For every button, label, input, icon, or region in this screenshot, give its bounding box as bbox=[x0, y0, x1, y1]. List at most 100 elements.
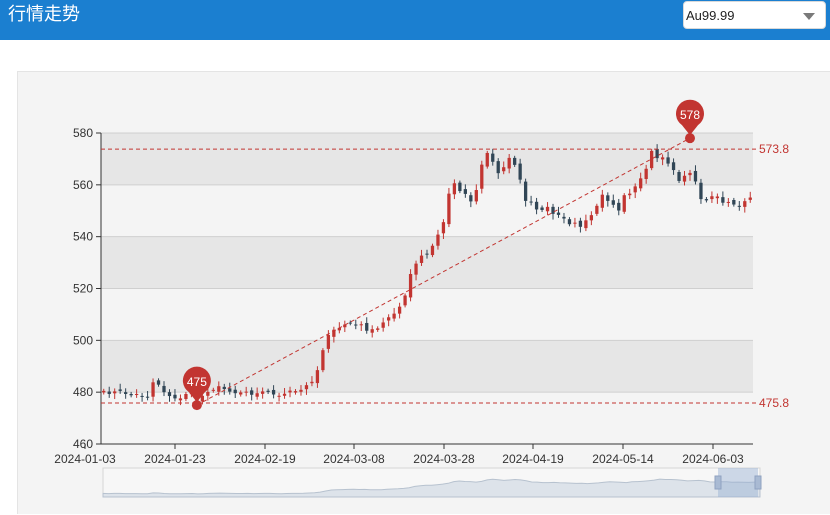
candle-body[interactable] bbox=[124, 392, 128, 394]
candle-body[interactable] bbox=[447, 193, 451, 225]
candle-body[interactable] bbox=[660, 157, 665, 160]
candle-body[interactable] bbox=[310, 381, 314, 384]
candle-body[interactable] bbox=[485, 152, 489, 167]
candle-body[interactable] bbox=[677, 172, 681, 181]
candle-body[interactable] bbox=[255, 393, 259, 397]
candle-body[interactable] bbox=[282, 393, 287, 396]
candle-body[interactable] bbox=[233, 389, 237, 394]
candle-body[interactable] bbox=[359, 324, 363, 326]
candle-body[interactable] bbox=[721, 197, 725, 203]
candlestick-chart[interactable]: 460 480 500 520 540 560 580 2024-01-03 2024-01-2… bbox=[18, 72, 830, 515]
candle-body[interactable] bbox=[633, 186, 637, 193]
candle-body[interactable] bbox=[507, 157, 511, 169]
markpoint-pin[interactable] bbox=[675, 99, 704, 136]
candle-body[interactable] bbox=[277, 395, 281, 397]
candle-body[interactable] bbox=[222, 386, 226, 390]
candle-body[interactable] bbox=[107, 391, 111, 394]
candle-body[interactable] bbox=[688, 172, 692, 176]
candle-body[interactable] bbox=[551, 206, 555, 214]
candle-body[interactable] bbox=[332, 329, 336, 337]
candle-body[interactable] bbox=[288, 390, 292, 393]
candle-body[interactable] bbox=[743, 201, 747, 207]
candle-body[interactable] bbox=[600, 194, 604, 208]
candle-body[interactable] bbox=[617, 202, 621, 211]
candle-body[interactable] bbox=[228, 388, 232, 392]
candle-body[interactable] bbox=[699, 182, 703, 200]
candle-body[interactable] bbox=[595, 205, 599, 214]
candle-body[interactable] bbox=[151, 382, 155, 397]
candle-body[interactable] bbox=[173, 394, 177, 399]
candle-body[interactable] bbox=[425, 253, 429, 255]
candle-body[interactable] bbox=[118, 389, 122, 391]
candle-body[interactable] bbox=[381, 322, 385, 328]
candle-body[interactable] bbox=[408, 273, 413, 298]
candle-body[interactable] bbox=[622, 195, 626, 212]
candle-body[interactable] bbox=[540, 207, 544, 210]
candle-body[interactable] bbox=[644, 168, 648, 180]
candle-body[interactable] bbox=[304, 385, 309, 390]
candle-body[interactable] bbox=[430, 245, 435, 256]
candle-body[interactable] bbox=[419, 255, 424, 263]
candle-body[interactable] bbox=[458, 182, 462, 192]
candle-body[interactable] bbox=[496, 161, 500, 174]
candle-body[interactable] bbox=[348, 322, 352, 324]
candle-body[interactable] bbox=[326, 334, 331, 349]
candle-body[interactable] bbox=[337, 327, 341, 331]
candle-body[interactable] bbox=[293, 391, 298, 393]
candle-body[interactable] bbox=[474, 190, 478, 202]
candle-body[interactable] bbox=[573, 222, 577, 224]
candle-body[interactable] bbox=[748, 197, 752, 200]
candle-body[interactable] bbox=[518, 163, 522, 180]
candle-body[interactable] bbox=[649, 150, 654, 169]
candle-body[interactable] bbox=[639, 178, 643, 189]
candle-body[interactable] bbox=[704, 199, 709, 201]
candle-body[interactable] bbox=[315, 370, 320, 384]
symbol-select[interactable]: Au99.99 bbox=[683, 1, 826, 29]
candle-body[interactable] bbox=[250, 390, 254, 395]
markpoint-dot[interactable] bbox=[684, 133, 695, 144]
candle-body[interactable] bbox=[463, 189, 467, 194]
candle-body[interactable] bbox=[217, 386, 221, 392]
candle-body[interactable] bbox=[271, 389, 276, 395]
candle-body[interactable] bbox=[200, 395, 205, 402]
zoom-window[interactable] bbox=[718, 468, 758, 497]
candle-body[interactable] bbox=[403, 295, 407, 306]
candle-body[interactable] bbox=[534, 201, 539, 210]
candle-body[interactable] bbox=[140, 395, 144, 397]
candle-body[interactable] bbox=[513, 157, 517, 165]
candle-body[interactable] bbox=[578, 220, 583, 227]
candle-body[interactable] bbox=[529, 201, 533, 203]
candle-body[interactable] bbox=[376, 328, 380, 330]
candle-body[interactable] bbox=[162, 385, 166, 393]
candle-body[interactable] bbox=[562, 216, 566, 219]
candle-body[interactable] bbox=[491, 153, 495, 162]
markpoint-dot[interactable] bbox=[191, 400, 202, 411]
candle-body[interactable] bbox=[671, 162, 676, 171]
candle-body[interactable] bbox=[392, 313, 396, 319]
candle-body[interactable] bbox=[167, 392, 172, 397]
candle-body[interactable] bbox=[606, 195, 610, 201]
candle-body[interactable] bbox=[655, 148, 659, 159]
candle-body[interactable] bbox=[299, 389, 303, 392]
candle-body[interactable] bbox=[726, 201, 730, 203]
candle-body[interactable] bbox=[452, 183, 457, 195]
zoom-left-handle[interactable] bbox=[714, 475, 722, 490]
candle-body[interactable] bbox=[436, 234, 440, 246]
candle-body[interactable] bbox=[732, 199, 736, 205]
candle-body[interactable] bbox=[206, 391, 210, 396]
candle-body[interactable] bbox=[343, 324, 347, 328]
candle-body[interactable] bbox=[737, 205, 741, 207]
candle-body[interactable] bbox=[260, 391, 265, 394]
candle-body[interactable] bbox=[178, 398, 183, 401]
candle-body[interactable] bbox=[184, 393, 188, 400]
candle-body[interactable] bbox=[710, 196, 714, 200]
candle-body[interactable] bbox=[441, 222, 446, 234]
candle-body[interactable] bbox=[397, 306, 402, 314]
candle-body[interactable] bbox=[502, 167, 506, 172]
candle-body[interactable] bbox=[556, 212, 561, 215]
candle-body[interactable] bbox=[715, 196, 720, 199]
zoom-right-handle[interactable] bbox=[754, 475, 762, 490]
candle-body[interactable] bbox=[244, 391, 248, 393]
candle-body[interactable] bbox=[102, 390, 106, 393]
candle-body[interactable] bbox=[134, 393, 139, 395]
